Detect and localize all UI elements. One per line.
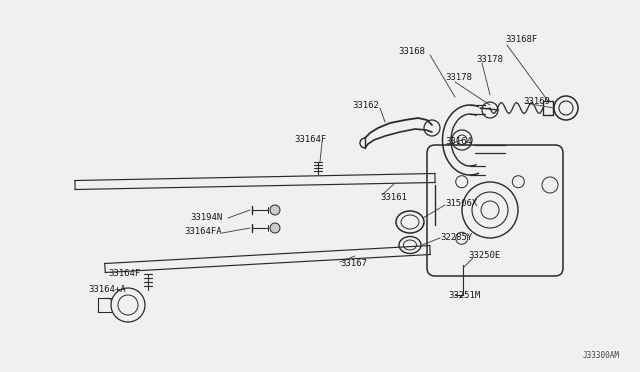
Text: 33162: 33162	[352, 102, 379, 110]
Text: 33251M: 33251M	[448, 292, 480, 301]
Text: 33178: 33178	[476, 55, 503, 64]
Text: 31506X: 31506X	[445, 199, 477, 208]
Text: 33169: 33169	[523, 97, 550, 106]
Text: 33161: 33161	[380, 192, 407, 202]
Text: 33164FA: 33164FA	[184, 228, 221, 237]
Text: 33168: 33168	[398, 48, 425, 57]
Text: 33164+A: 33164+A	[88, 285, 125, 295]
Text: J33300AM: J33300AM	[583, 351, 620, 360]
Text: 33167: 33167	[340, 260, 367, 269]
Circle shape	[270, 205, 280, 215]
Circle shape	[270, 223, 280, 233]
Text: 33250E: 33250E	[468, 250, 500, 260]
Text: 33164F: 33164F	[108, 269, 140, 278]
Text: 33164: 33164	[445, 138, 472, 147]
Text: 33168F: 33168F	[505, 35, 537, 45]
Text: 33178: 33178	[445, 74, 472, 83]
Text: 32285Y: 32285Y	[440, 232, 472, 241]
Text: 33194N: 33194N	[190, 212, 222, 221]
Text: 33164F: 33164F	[294, 135, 326, 144]
